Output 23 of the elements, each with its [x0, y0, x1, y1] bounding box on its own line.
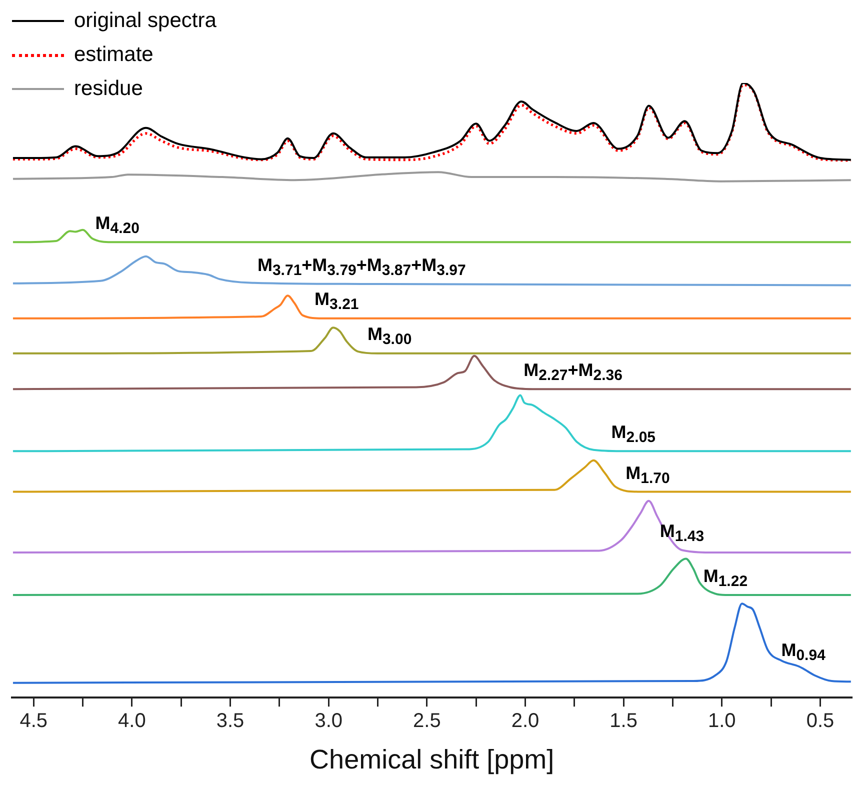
annotation: M$_{3.71}$+M$_{3.79}$+M$_{3.87}$+M$_{3.97}$ [257, 254, 466, 279]
x-tick-label: 3.5 [216, 710, 244, 732]
legend-label: original spectra [74, 9, 216, 33]
annotation: M$_{1.70}$ [626, 462, 670, 487]
annotation: M$_{1.43}$ [660, 521, 704, 546]
x-tick-label: 4.5 [20, 710, 48, 732]
annotation: M$_{1.22}$ [703, 566, 748, 590]
legend-label: estimate [74, 43, 154, 67]
x-tick-label: 1.0 [708, 710, 736, 732]
x-tick-label: 2.5 [413, 710, 441, 732]
annotation: M$_{4.20}$ [95, 213, 140, 238]
x-tick-label: 4.0 [118, 710, 146, 732]
legend-label: residue [74, 77, 143, 101]
x-axis-title: Chemical shift [ppm] [310, 744, 554, 774]
annotation: M$_{2.05}$ [611, 422, 656, 446]
annotation: M$_{3.00}$ [367, 324, 412, 348]
x-tick-label: 1.5 [610, 710, 638, 732]
x-tick-label: 2.0 [511, 710, 540, 732]
annotation: M$_{3.21}$ [314, 289, 359, 314]
annotation: M$_{0.94}$ [781, 640, 826, 664]
x-tick-label: 0.5 [806, 710, 834, 732]
annotation: M$_{2.27}$+M$_{2.36}$ [524, 360, 622, 384]
x-tick-label: 3.0 [314, 710, 343, 732]
